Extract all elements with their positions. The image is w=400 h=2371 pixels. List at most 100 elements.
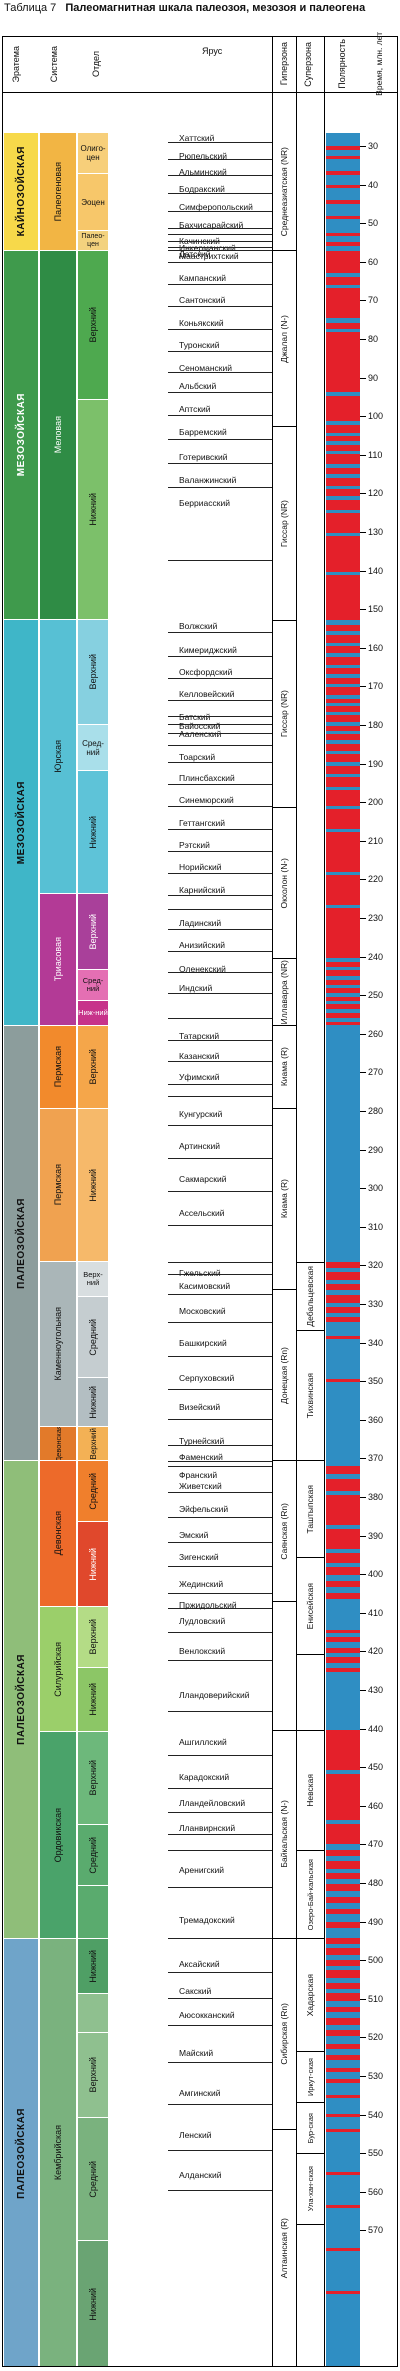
stage-rule [168, 1887, 272, 1888]
hyperzone-kiama-2: Киама (R) [273, 1109, 295, 1289]
system-mel-label: Меловая [53, 416, 63, 454]
stage-rule [168, 745, 272, 746]
polarity-stripe [326, 216, 360, 219]
polarity-stripe [326, 1993, 360, 2001]
era-mezozoi-upper: МЕЗОЗОЙСКАЯ [4, 251, 38, 619]
stage-label: Маастрихтский [179, 251, 239, 261]
time-tick [360, 185, 366, 186]
time-tick [360, 1420, 366, 1421]
system-devon-upper: Девонская [40, 1427, 76, 1460]
stage-label: Коньякский [179, 318, 224, 328]
stage-label: Татарский [179, 1031, 220, 1041]
stage-label: Тремадокский [179, 1915, 235, 1925]
col-rule [324, 36, 325, 2367]
time-label: 160 [368, 643, 384, 653]
polarity-stripe [326, 468, 360, 474]
polarity-stripe [326, 1382, 360, 1460]
stage-rule [168, 1294, 272, 1295]
stage-rule [168, 234, 272, 235]
polarity-stripe [326, 454, 360, 464]
polarity-stripe [326, 1313, 360, 1317]
series-silur-upper: Верхний [78, 1607, 108, 1667]
stage-label: Оксфордский [179, 667, 233, 677]
stage-rule [168, 159, 272, 160]
stage-rule [168, 487, 272, 488]
stage-label: Башкирский [179, 1338, 227, 1348]
stage-label: Ааленский [179, 729, 222, 739]
polarity-stripe [326, 2018, 360, 2025]
polarity-stripe [326, 425, 360, 433]
polarity-stripe [326, 1317, 360, 1322]
time-label: 50 [368, 218, 379, 228]
stage-label: Батский [179, 712, 211, 722]
time-label: 120 [368, 488, 384, 498]
stage-label: Кампанский [179, 273, 227, 283]
stage-rule [168, 1061, 272, 1062]
polarity-stripe [326, 1553, 360, 1563]
header-yarus: Ярус [202, 46, 223, 56]
stage-rule [168, 1660, 272, 1661]
stage-rule [168, 415, 272, 416]
polarity-stripe [326, 445, 360, 451]
stage-label: Московский [179, 1306, 226, 1316]
polarity-stripe [326, 246, 360, 251]
polarity-stripe [326, 832, 360, 872]
polarity-stripe [326, 392, 360, 396]
stage-rule [168, 1812, 272, 1813]
polarity-stripe [326, 1495, 360, 1525]
polarity-stripe [326, 1869, 360, 1873]
polarity-stripe [326, 620, 360, 625]
stage-rule [168, 1566, 272, 1567]
stage-rule [168, 1322, 272, 1323]
superzone-label: Невская [305, 1773, 315, 1807]
stage-label: Аюсокканский [179, 2010, 235, 2020]
polarity-stripe [326, 2025, 360, 2030]
polarity-stripe [326, 171, 360, 175]
series-jura-upper: Верхний [78, 620, 108, 724]
hyperzone-rule [272, 1601, 296, 1602]
stage-label: Эмский [179, 1530, 209, 1540]
time-tick [360, 1999, 366, 2000]
polarity-stripe [326, 2083, 360, 2095]
polarity-stripe [326, 643, 360, 646]
time-tick [360, 957, 366, 958]
superzone-eniseiskaya: Енисейская [297, 1558, 323, 1654]
stage-rule [168, 929, 272, 930]
era-paleozoi-mid-label: ПАЛЕОЗОЙСКАЯ [15, 1654, 27, 1745]
hyperzone-okholon: Окхолон (N-) [273, 808, 295, 958]
polarity-stripe [326, 464, 360, 468]
series-trias-lower: Ниж-ний [78, 1001, 108, 1025]
time-tick [360, 1806, 366, 1807]
polarity-stripe [326, 1379, 360, 1382]
superzone-rule [296, 2153, 324, 2154]
stage-label: Байосский [179, 721, 221, 731]
superzone-label: Дебальцевская [305, 1265, 315, 1327]
stage-rule [168, 656, 272, 657]
polarity-stripe [326, 277, 360, 285]
hyperzone-rule [272, 1730, 296, 1731]
time-label: 280 [368, 1106, 384, 1116]
polarity-stripe [326, 1989, 360, 1993]
polarity-stripe [326, 980, 360, 985]
header-eratema-text: Эратема [11, 45, 21, 83]
polarity-stripe [326, 285, 360, 288]
polarity-stripe [326, 1850, 360, 1856]
stage-label: Алданский [179, 2170, 222, 2180]
polarity-stripe [326, 288, 360, 318]
time-tick [360, 2230, 366, 2231]
hyperzone-rule [272, 250, 296, 251]
hyperzone-gissar-1: Гиссар (NR) [273, 427, 295, 620]
time-label: 350 [368, 1376, 384, 1386]
time-tick [360, 1536, 366, 1537]
polarity-stripe [326, 653, 360, 657]
series-kembrii-gap [78, 1994, 108, 2032]
polarity-stripe [326, 1928, 360, 1938]
stage-rule [168, 351, 272, 352]
system-kembrii: Кембрийская [40, 1939, 76, 2367]
time-tick [360, 1690, 366, 1691]
series-jura-lower: Нижний [78, 771, 108, 893]
time-label: 520 [368, 2032, 384, 2042]
stage-rule [168, 1262, 272, 1263]
stage-label: Амгинский [179, 2088, 221, 2098]
